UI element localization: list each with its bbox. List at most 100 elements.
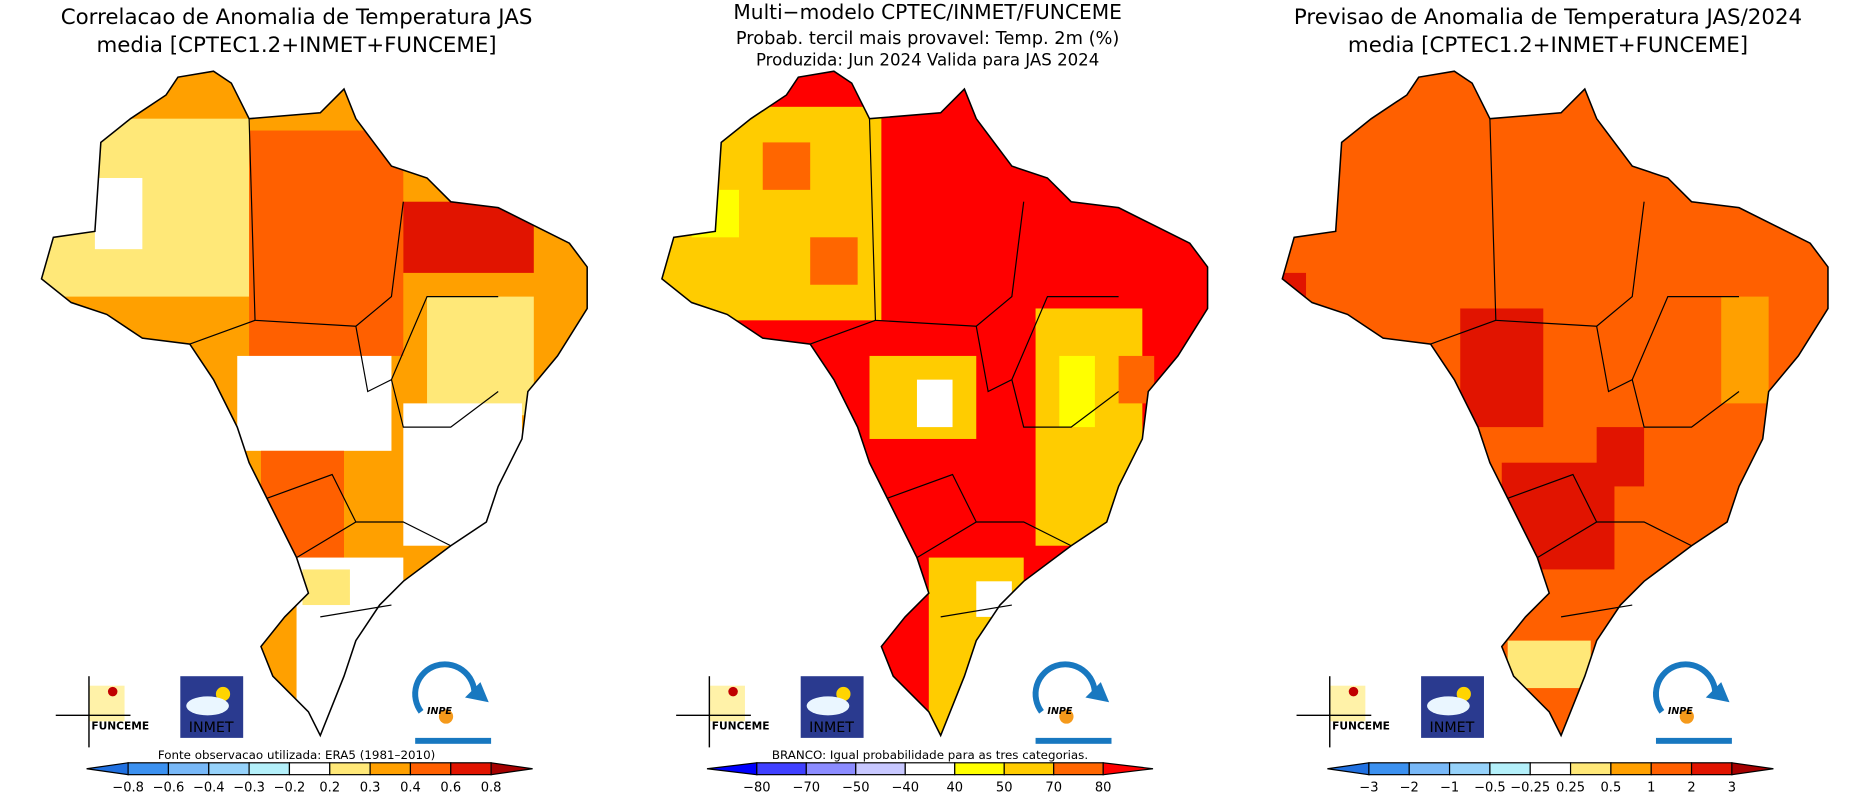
- map-field-patch: [1721, 296, 1769, 404]
- colorbar-tick-label: 80: [1095, 780, 1112, 795]
- colorbar-max-arrow: [1731, 762, 1774, 776]
- colorbar-tick-label: −0.8: [112, 780, 144, 795]
- colorbar-tick-label: −70: [793, 780, 821, 795]
- map-field-patch: [661, 106, 882, 321]
- inpe-logo: INPE: [412, 661, 492, 744]
- inmet-logo-text: INMET: [1430, 720, 1475, 736]
- colorbar-min-arrow: [86, 762, 129, 776]
- funceme-logo: FUNCEME: [676, 676, 770, 748]
- funceme-logo-text: FUNCEME: [91, 720, 149, 733]
- map-field-patch: [1059, 355, 1095, 428]
- colorbar-swatch: [1529, 762, 1572, 776]
- inpe-logo: INPE: [1653, 661, 1732, 744]
- panel-title-line: Produzida: Jun 2024 Valida para JAS 2024: [756, 50, 1099, 69]
- inpe-logo-text: INPE: [1668, 706, 1693, 717]
- funceme-logo: FUNCEME: [55, 676, 149, 748]
- colorbar-swatch: [1448, 762, 1491, 776]
- panel-title-line: media [CPTEC1.2+INMET+FUNCEME]: [96, 33, 496, 58]
- colorbar-tick-label: −40: [892, 780, 920, 795]
- country-outline: [661, 70, 1209, 738]
- state-border: [940, 604, 1012, 618]
- panel-title-line: media [CPTEC1.2+INMET+FUNCEME]: [1348, 33, 1748, 58]
- inmet-logo-text: INMET: [809, 720, 854, 736]
- map-field-patch: [403, 201, 534, 273]
- colorbar-swatch: [1610, 762, 1652, 776]
- colorbar-swatch: [1569, 762, 1612, 776]
- country-outline: [40, 70, 588, 738]
- panel-2: Multi−modelo CPTEC/INMET/FUNCEME Probab. …: [661, 0, 1209, 795]
- inpe-logo: INPE: [1032, 661, 1112, 744]
- colorbar-swatch: [450, 762, 492, 776]
- map-field-patch: [249, 130, 404, 356]
- colorbar-tick-label: −1: [1440, 780, 1459, 795]
- map-field-patch: [302, 569, 350, 606]
- panel-1: Correlacao de Anomalia de Temperatura JA…: [40, 5, 588, 795]
- colorbar-tick-label: −0.4: [193, 780, 225, 795]
- logos: FUNCEME INMET INPE: [676, 661, 1112, 748]
- panel-title-line: Previsao de Anomalia de Temperatura JAS/…: [1294, 5, 1802, 30]
- colorbar-tick-label: −0.6: [153, 780, 185, 795]
- state-border: [887, 473, 977, 523]
- map-field-patch: [762, 142, 811, 190]
- state-border: [296, 521, 452, 559]
- state-border: [390, 379, 499, 428]
- colorbar-swatch: [369, 762, 412, 776]
- colorbar-tick-label: 70: [1045, 780, 1062, 795]
- brazil-map: [40, 70, 588, 738]
- colorbar-tick-label: −50: [842, 780, 870, 795]
- map-field-patch: [1596, 427, 1645, 487]
- funceme-logo-text: FUNCEME: [712, 720, 770, 733]
- colorbar-tick-label: −3: [1359, 780, 1378, 795]
- inmet-logo: INMET: [180, 676, 244, 738]
- map-field-patch: [810, 237, 858, 285]
- colorbar-tick-label: 0.3: [360, 780, 381, 795]
- colorbar-min-arrow: [1327, 762, 1370, 776]
- colorbar-tick-label: 1: [1647, 780, 1655, 795]
- map-field-patch: [1460, 308, 1544, 428]
- panel-3: Previsao de Anomalia de Temperatura JAS/…: [1281, 5, 1829, 795]
- colorbar-swatch: [288, 762, 331, 776]
- state-border: [1631, 379, 1740, 428]
- inmet-logo-text: INMET: [189, 720, 234, 736]
- colorbar: −0.8 −0.6 −0.4 −0.3 −0.2 0.2 0.3 0.4 0.6 0.8: [86, 762, 533, 795]
- colorbar-tick-label: 0.25: [1556, 780, 1585, 795]
- state-border: [1430, 319, 1497, 345]
- state-border: [1560, 604, 1633, 618]
- inmet-logo: INMET: [800, 676, 864, 738]
- map-field-patch: [94, 177, 143, 250]
- map-field-patch: [237, 355, 392, 451]
- footnote: Fonte observacao utilizada: ERA5 (1981–2…: [158, 748, 435, 762]
- colorbar-swatch: [1489, 762, 1531, 776]
- state-border: [1011, 379, 1119, 428]
- state-border: [320, 604, 392, 618]
- colorbar-tick-label: 0.5: [1601, 780, 1622, 795]
- funceme-logo-text: FUNCEME: [1332, 720, 1390, 733]
- colorbar-swatch: [208, 762, 250, 776]
- colorbar-tick-label: −0.2: [274, 780, 306, 795]
- colorbar: −3 −2 −1 −0.5 −0.25 0.25 0.5 1 2 3: [1327, 762, 1774, 795]
- map-field-patch: [427, 296, 534, 416]
- colorbar-swatch: [1408, 762, 1451, 776]
- logos: FUNCEME INMET INPE: [55, 661, 492, 748]
- panel-title-line: Correlacao de Anomalia de Temperatura JA…: [61, 5, 533, 30]
- colorbar-tick-label: −0.3: [233, 780, 265, 795]
- colorbar-swatch: [409, 762, 452, 776]
- colorbar-max-arrow: [1102, 762, 1154, 776]
- state-border: [266, 473, 357, 523]
- brazil-map: [661, 70, 1209, 738]
- colorbar-tick-label: 0.4: [400, 780, 421, 795]
- funceme-logo: FUNCEME: [1296, 676, 1390, 748]
- colorbar-tick-label: −0.5: [1474, 780, 1506, 795]
- colorbar-swatch: [167, 762, 210, 776]
- inpe-logo-text: INPE: [427, 706, 452, 717]
- colorbar-swatch: [954, 762, 1005, 776]
- colorbar-swatch: [855, 762, 906, 776]
- colorbar-swatch: [1690, 762, 1733, 776]
- panel-title-line: Probab. tercil mais provavel: Temp. 2m (…: [736, 28, 1120, 49]
- colorbar-min-arrow: [706, 762, 758, 776]
- inpe-logo-text: INPE: [1047, 706, 1072, 717]
- state-border: [1537, 521, 1692, 559]
- map-field-patch: [1118, 355, 1155, 404]
- colorbar-tick-label: 3: [1728, 780, 1736, 795]
